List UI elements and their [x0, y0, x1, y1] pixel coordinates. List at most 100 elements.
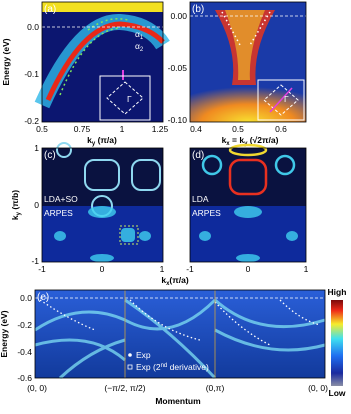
- x-tick-label: -1: [38, 264, 46, 274]
- shape: [56, 142, 72, 158]
- axes-frame: [189, 1, 307, 123]
- cut-line: [269, 87, 293, 113]
- shape: [234, 206, 262, 218]
- annotation: Γ: [127, 94, 132, 104]
- shape: [214, 328, 326, 352]
- shape: [199, 231, 211, 241]
- colorbar: High Low: [328, 287, 347, 398]
- shape: [124, 298, 217, 380]
- panel-label: (b): [192, 4, 204, 15]
- shape: [228, 158, 268, 196]
- fit-markers: [59, 27, 121, 96]
- x-axis-label: Momentum: [155, 396, 201, 406]
- x-tick-label: 0.5: [36, 124, 48, 134]
- y-tick-label: -0.6: [17, 373, 32, 383]
- annotation: α1: [135, 29, 144, 41]
- colorbar-gradient: [331, 300, 343, 386]
- fit-markers: [221, 11, 271, 46]
- panel-a: (a) α1 α2 Γ 0.0 -0.1 -0.2 0.5 0.75 1 1.2…: [1, 1, 170, 147]
- band-core: [45, 21, 165, 102]
- panel-b: (b) Γ 0.00 -0.05 -0.10 0.4 0.5 0.6 kx = …: [168, 1, 307, 147]
- label-part: k: [87, 135, 92, 145]
- y-tick-label: 0.0: [27, 22, 39, 32]
- annotation: 2: [140, 47, 144, 53]
- label-part: y: [16, 211, 22, 215]
- x-tick-label: 0.6: [275, 124, 287, 134]
- shape: [121, 228, 135, 242]
- panel-label: (e): [37, 292, 49, 303]
- inset-box: [257, 79, 305, 121]
- fermi-surface: [201, 143, 296, 196]
- label-part: (π/b): [10, 190, 20, 212]
- shape: [90, 254, 114, 262]
- axes-frame: [41, 147, 164, 263]
- heatmap-band: [42, 2, 163, 12]
- x-tick-label: (0, 0): [27, 383, 47, 393]
- x-tick-label: 1: [160, 264, 165, 274]
- annotation: 1: [140, 35, 144, 41]
- y-tick-label: -0.1: [24, 69, 39, 79]
- exp-points: [39, 299, 321, 346]
- label-part: k: [161, 275, 166, 285]
- legend-marker: [128, 353, 132, 357]
- label-part: nd: [161, 363, 168, 369]
- shape: [84, 159, 120, 191]
- annotation: ARPES: [192, 208, 221, 218]
- label-part: derivative): [167, 362, 209, 372]
- x-tick-label: 0: [246, 264, 251, 274]
- panel-label: (a): [44, 4, 56, 15]
- y-tick-label: -0.2: [17, 320, 32, 330]
- inset-bz: [263, 84, 299, 116]
- label-part: Exp (2: [136, 362, 161, 372]
- label-part: (π/a): [169, 275, 188, 285]
- label-part: (π/a): [95, 135, 117, 145]
- inset-box: [99, 75, 151, 121]
- y-tick-label: -0.4: [17, 347, 32, 357]
- shape: [279, 299, 321, 326]
- label-part: y: [92, 141, 96, 147]
- annotation: α2: [135, 41, 144, 53]
- shape: [228, 143, 268, 157]
- y-tick-label: -1: [31, 256, 39, 266]
- shape: [88, 206, 116, 218]
- arpes-intensity: [54, 206, 151, 262]
- panel-c: (c) LDA+SO ARPES 1 0 -1 -1 0 1 ky (π/b): [10, 142, 165, 274]
- annotation: LDA+SO: [44, 194, 78, 204]
- x-axis-label: kx(π/a): [161, 275, 189, 287]
- y-tick-label: 0.00: [170, 11, 187, 21]
- label-part: x: [226, 141, 230, 147]
- y-axis-label: ky (π/b): [10, 190, 22, 220]
- y-tick-label: 1: [34, 143, 39, 153]
- shape: [139, 231, 151, 241]
- shape: [236, 254, 260, 262]
- y-tick-label: 0.0: [20, 293, 32, 303]
- label-part: x: [166, 281, 170, 287]
- label-part: = k: [230, 135, 245, 145]
- x-tick-label: 1: [304, 264, 309, 274]
- inset-bz: [106, 81, 144, 115]
- y-tick-label: -0.2: [24, 116, 39, 126]
- shape: [58, 338, 126, 380]
- annotation: LDA: [192, 194, 209, 204]
- shape: [214, 301, 271, 346]
- x-tick-label: 1.25: [152, 124, 169, 134]
- x-tick-label: 0: [100, 264, 105, 274]
- shape: [129, 299, 201, 341]
- x-axis-label: ky (π/a): [87, 135, 117, 147]
- label-part: k: [10, 215, 20, 220]
- x-tick-label: (−π/2, π/2): [104, 383, 145, 393]
- shape: [34, 338, 126, 362]
- annotation: α: [135, 29, 140, 39]
- y-axis-label: Energy (eV): [0, 310, 9, 357]
- colorbar-label: Low: [329, 388, 346, 398]
- axes-frame: [189, 147, 307, 263]
- colorbar-label: High: [328, 287, 347, 297]
- y-tick-label: -0.10: [168, 115, 188, 125]
- axes-frame: [41, 1, 164, 123]
- x-tick-label: 0.5: [232, 124, 244, 134]
- arpes-intensity: [199, 206, 298, 262]
- shape: [201, 154, 223, 176]
- legend-label: Exp: [136, 350, 151, 360]
- y-axis-label: Energy (eV): [1, 38, 11, 85]
